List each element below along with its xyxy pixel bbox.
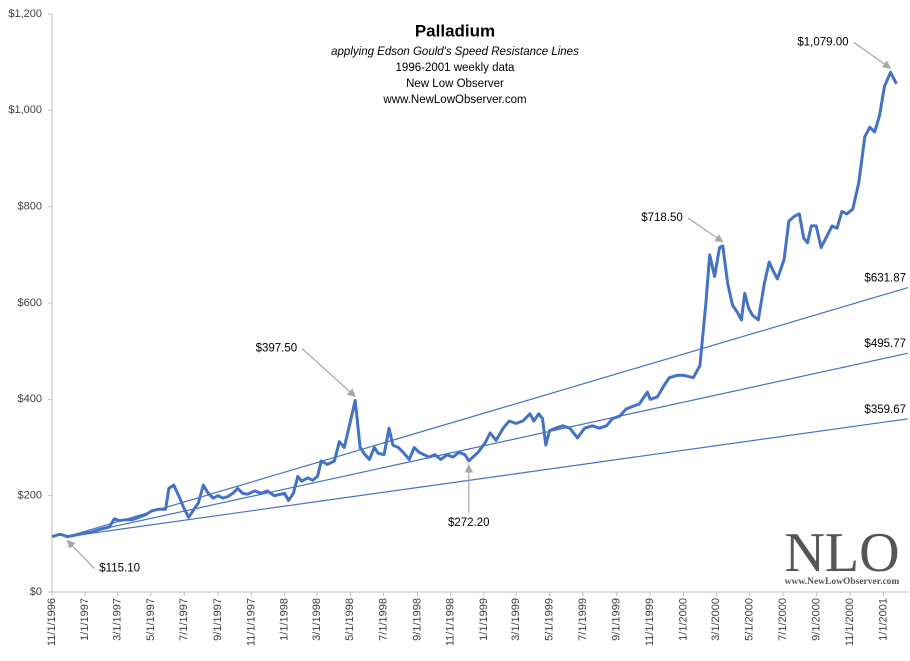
price-line — [51, 70, 898, 539]
x-tick-label: 5/1/2000 — [743, 598, 755, 641]
y-tick-label: $1,000 — [8, 104, 42, 116]
x-tick-label: 1/1/1998 — [279, 598, 291, 641]
x-tick-label: 11/1/2000 — [844, 598, 856, 646]
resistance-label: $495.77 — [864, 338, 906, 350]
x-tick-label: 3/1/1999 — [510, 598, 522, 641]
annotation-label: $272.20 — [448, 517, 490, 529]
x-tick-label: 9/1/1998 — [411, 598, 423, 641]
x-tick-label: 7/1/1997 — [178, 598, 190, 641]
resistance-label: $631.87 — [864, 273, 906, 285]
x-tick-label: 5/1/1999 — [544, 598, 556, 641]
annotation-arrow — [66, 539, 95, 569]
watermark-url: www.NewLowObserver.com — [785, 577, 900, 587]
annotation-arrow — [301, 348, 356, 398]
chart-title: Palladium — [415, 21, 495, 40]
resistance-line — [67, 352, 909, 538]
annotation-label: $115.10 — [99, 563, 140, 575]
y-tick-label: $800 — [18, 201, 42, 213]
x-tick-label: 5/1/1997 — [145, 598, 157, 641]
annotation-label: $397.50 — [256, 343, 298, 355]
x-tick-label: 1/1/1999 — [478, 598, 490, 641]
x-tick-label: 11/1/1998 — [445, 598, 457, 646]
annotation-arrow — [687, 217, 724, 243]
x-tick-label: 5/1/1998 — [344, 598, 356, 641]
subtitle: www.NewLowObserver.com — [382, 94, 526, 106]
x-tick-label: 3/1/1998 — [311, 598, 323, 641]
x-tick-label: 1/1/2001 — [877, 598, 889, 641]
subtitle: New Low Observer — [406, 78, 504, 90]
x-tick-label: 7/1/1999 — [577, 598, 589, 641]
x-tick-label: 1/1/2000 — [677, 598, 689, 641]
y-tick-label: $400 — [18, 393, 42, 405]
x-tick-label: 9/1/2000 — [811, 598, 823, 641]
x-tick-label: 7/1/2000 — [777, 598, 789, 641]
y-tick-label: $0 — [30, 586, 42, 598]
annotation-label: $718.50 — [641, 212, 683, 224]
x-tick-label: 9/1/1997 — [212, 598, 224, 641]
x-tick-label: 11/1/1999 — [644, 598, 656, 646]
x-tick-label: 7/1/1998 — [377, 598, 389, 641]
y-tick-label: $200 — [18, 490, 42, 502]
x-tick-label: 1/1/1997 — [79, 598, 91, 641]
x-tick-label: 11/1/1997 — [245, 598, 257, 646]
watermark-logo: NLO — [784, 522, 899, 584]
resistance-label: $359.67 — [864, 404, 906, 416]
y-tick-label: $600 — [18, 297, 42, 309]
x-tick-label: 9/1/1999 — [611, 598, 623, 641]
resistance-line — [67, 287, 909, 538]
annotation-label: $1,079.00 — [797, 36, 848, 48]
annotation-arrow — [853, 41, 892, 69]
x-tick-label: 11/1/1996 — [46, 598, 58, 646]
x-tick-label: 3/1/1997 — [111, 598, 123, 641]
resistance-line — [67, 418, 909, 538]
x-tick-label: 3/1/2000 — [710, 598, 722, 641]
subtitle: 1996-2001 weekly data — [396, 62, 516, 74]
y-tick-label: $1,200 — [8, 8, 42, 20]
subtitle: applying Edson Gould's Speed Resistance … — [331, 46, 579, 58]
